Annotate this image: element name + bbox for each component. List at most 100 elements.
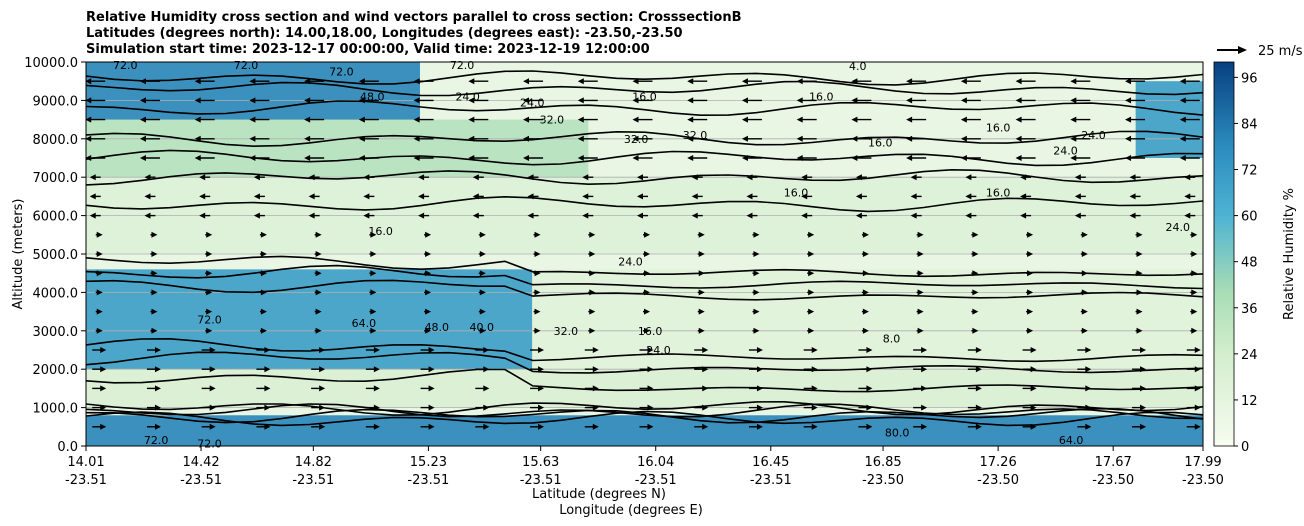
contour-label: 24.0 xyxy=(455,91,480,104)
wind-vector xyxy=(691,212,703,219)
wind-vector xyxy=(468,135,489,142)
wind-vector xyxy=(304,116,325,123)
wind-vector xyxy=(643,270,650,277)
wind-vector xyxy=(150,270,158,277)
wind-vector xyxy=(1020,174,1032,181)
wind-vector xyxy=(851,155,872,161)
wind-vector xyxy=(741,78,762,85)
contour-label: 16.0 xyxy=(868,137,893,150)
wind-vector xyxy=(363,212,375,219)
contour-label: 32.0 xyxy=(554,325,579,338)
wind-vector xyxy=(369,327,377,334)
wind-vector xyxy=(694,423,709,430)
wind-vector xyxy=(807,251,815,257)
wind-vector xyxy=(965,174,977,181)
wind-vector xyxy=(1135,251,1143,257)
wind-vector xyxy=(752,308,760,315)
wind-vector xyxy=(694,347,709,353)
wind-vector xyxy=(861,270,869,277)
wind-vector xyxy=(89,174,101,181)
wind-vector xyxy=(1135,289,1143,296)
wind-vector xyxy=(1080,270,1088,277)
chart-title-line-1: Relative Humidity cross section and wind… xyxy=(86,10,742,25)
wind-vector xyxy=(694,385,709,392)
wind-vector xyxy=(807,231,815,238)
wind-vector xyxy=(1186,347,1201,353)
colorbar-label: Relative Humidity % xyxy=(1282,188,1297,320)
wind-vector xyxy=(139,78,160,85)
wind-vector xyxy=(95,270,103,277)
colorbar-tick-label: 96 xyxy=(1241,71,1258,86)
wind-vector xyxy=(86,135,106,142)
wind-vector xyxy=(746,212,758,219)
wind-vector xyxy=(256,404,271,411)
y-tick-label: 6000.0 xyxy=(33,210,79,225)
contour-label: 24.0 xyxy=(618,256,643,269)
wind-vector xyxy=(913,423,928,430)
wind-vector xyxy=(1179,97,1200,104)
wind-vector xyxy=(533,308,541,315)
wind-vector xyxy=(1125,135,1146,142)
wind-vector xyxy=(697,308,705,315)
wind-vector xyxy=(1080,251,1088,257)
wind-vector xyxy=(89,212,101,219)
wind-vector xyxy=(584,347,599,353)
wind-vector xyxy=(1179,135,1200,142)
wind-vector xyxy=(803,404,818,411)
wind-vector xyxy=(304,135,325,142)
wind-vector xyxy=(1186,366,1201,373)
contour-label: 72.0 xyxy=(234,59,259,72)
wind-vector xyxy=(253,174,265,181)
wind-vector xyxy=(1129,174,1141,181)
wind-vector xyxy=(1184,193,1196,200)
y-tick-label: 8000.0 xyxy=(33,133,79,148)
wind-vector xyxy=(851,97,872,104)
wind-vector xyxy=(468,155,489,161)
wind-vector xyxy=(916,270,924,277)
wind-vector xyxy=(424,231,432,238)
wind-vector xyxy=(475,404,490,411)
contour-label: 24.0 xyxy=(1053,144,1078,157)
wind-vector xyxy=(796,78,817,85)
y-tick-label: 9000.0 xyxy=(33,94,79,109)
wind-vector xyxy=(420,404,435,411)
wind-vector xyxy=(803,385,818,392)
wind-vector xyxy=(913,347,928,353)
chart-title-line-2: Latitudes (degrees north): 14.00,18.00, … xyxy=(86,26,683,41)
wind-vector xyxy=(971,327,979,334)
wind-vector xyxy=(632,116,653,123)
wind-vector xyxy=(1179,78,1200,85)
wind-vector xyxy=(146,385,161,392)
wind-vector xyxy=(478,231,486,238)
wind-vector xyxy=(314,289,322,296)
wind-vector xyxy=(1190,327,1198,334)
wind-vector xyxy=(697,327,705,334)
wind-vector xyxy=(249,78,270,85)
wind-vector xyxy=(967,423,982,430)
wind-vector xyxy=(259,231,267,238)
wind-vector xyxy=(530,385,545,392)
wind-vector xyxy=(259,308,267,315)
wind-vector xyxy=(801,174,813,181)
contour-label: 32.0 xyxy=(540,114,565,127)
wind-vector xyxy=(971,308,979,315)
wind-vector xyxy=(1080,231,1088,238)
wind-vector xyxy=(1077,347,1092,353)
wind-vector xyxy=(150,308,158,315)
wind-vector xyxy=(201,385,216,392)
contour-line xyxy=(86,400,1203,416)
wind-vector xyxy=(577,155,598,161)
wind-vector xyxy=(910,174,922,181)
wind-vector xyxy=(741,116,762,123)
wind-vector xyxy=(637,193,648,200)
wind-vector xyxy=(916,231,924,238)
wind-vector xyxy=(906,155,927,161)
wind-vector xyxy=(1077,385,1092,392)
wind-vector xyxy=(308,174,320,181)
wind-vector xyxy=(1125,97,1146,104)
wind-vector xyxy=(1125,155,1146,161)
colorbar-tick-label: 48 xyxy=(1241,256,1258,271)
wind-vector xyxy=(199,174,211,181)
contour-line xyxy=(86,70,1203,86)
contour-line xyxy=(86,410,1203,427)
